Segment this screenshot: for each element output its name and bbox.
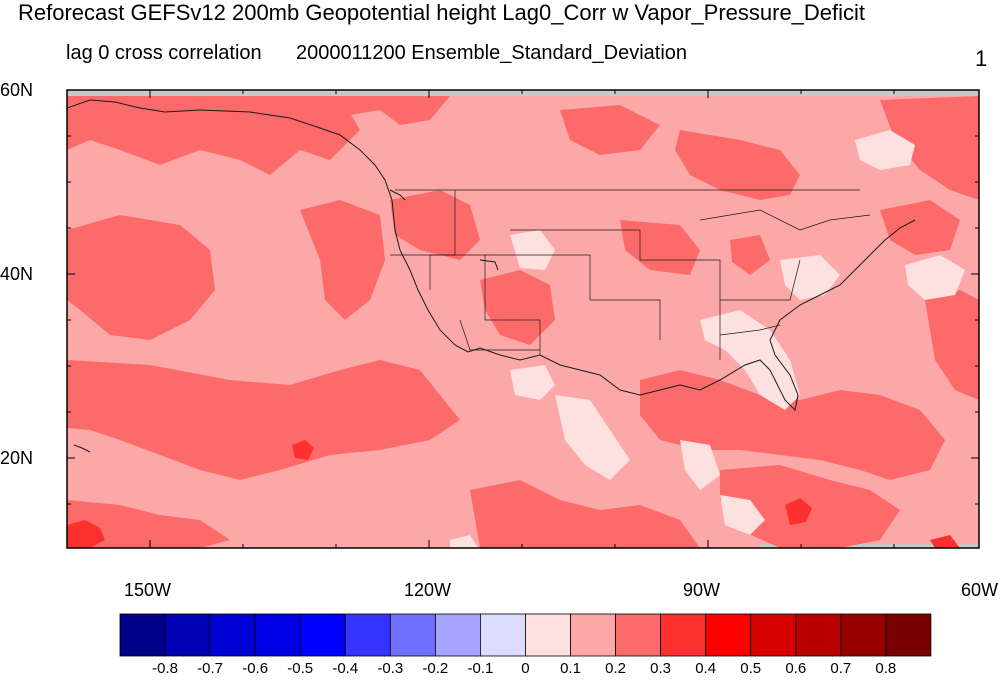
colorbar-box — [705, 613, 752, 657]
lon-label-150w: 150W — [124, 580, 172, 600]
colorbar-tick-label: -0.8 — [152, 660, 178, 677]
colorbar-tick-label: 0.1 — [560, 660, 581, 677]
lon-label-120w: 120W — [404, 580, 452, 600]
axis-ticks — [67, 89, 980, 548]
colorbar-tick-label: -0.1 — [467, 660, 494, 677]
lon-label-60w: 60W — [961, 580, 999, 600]
colorbar-tick-label: 0 — [521, 660, 530, 677]
colorbar-box — [525, 613, 571, 657]
colorbar-tick-label: 0.8 — [875, 660, 897, 677]
colorbar-tick-label: -0.4 — [332, 660, 359, 677]
colorbar-box — [119, 613, 166, 657]
colorbar-box — [570, 613, 616, 657]
correlation-map — [66, 89, 980, 549]
colorbar-tick-label: 0.2 — [605, 660, 626, 677]
colorbar-box — [615, 613, 661, 657]
plot-title: Reforecast GEFSv12 200mb Geopotential he… — [18, 0, 866, 25]
colorbar-tick-label: 0.6 — [785, 660, 807, 677]
colorbar-tick-label: -0.6 — [242, 660, 269, 677]
colorbar-box — [299, 613, 346, 657]
lat-label-60n: 60N — [0, 80, 34, 100]
colorbar-box — [389, 613, 436, 657]
missing-strip-bottom — [760, 544, 979, 548]
colorbar-box — [164, 613, 211, 657]
colorbar-tick-label: -0.2 — [422, 660, 449, 677]
field-high-spots — [67, 440, 960, 548]
lat-label-20n: 20N — [0, 448, 34, 468]
field-low-patches — [450, 130, 965, 548]
colorbar-tick-label: 0.3 — [650, 660, 672, 677]
colorbar-box — [795, 613, 842, 657]
colorbar-box — [254, 613, 301, 657]
colorbar-box — [344, 613, 391, 657]
colorbar-box — [660, 613, 707, 657]
corner-label: 1 — [975, 46, 988, 71]
missing-strip-top — [67, 90, 979, 96]
colorbar-box — [840, 613, 887, 657]
colorbar-tick-label: -0.5 — [287, 660, 314, 677]
colorbar-tick-label: 0.7 — [830, 660, 852, 677]
map-field — [67, 90, 979, 548]
lat-label-40n: 40N — [0, 264, 34, 284]
colorbar-tick-label: 0.4 — [695, 660, 717, 677]
political-boundaries — [390, 189, 871, 360]
colorbar-tick-label: -0.7 — [197, 660, 224, 677]
colorbar-tick-label: -0.3 — [377, 660, 404, 677]
colorbar-box — [479, 613, 526, 657]
plot-subtitle-right: 2000011200 Ensemble_Standard_Deviation — [296, 42, 688, 64]
colorbar-box — [209, 613, 256, 657]
lon-label-90w: 90W — [683, 580, 721, 600]
plot-subtitle-left: lag 0 cross correlation — [66, 42, 262, 64]
colorbar-box — [750, 613, 797, 657]
map-frame — [66, 89, 980, 549]
colorbar-box — [434, 613, 481, 657]
colorbar-tick-label: 0.5 — [740, 660, 762, 677]
colorbar-box — [885, 613, 932, 657]
